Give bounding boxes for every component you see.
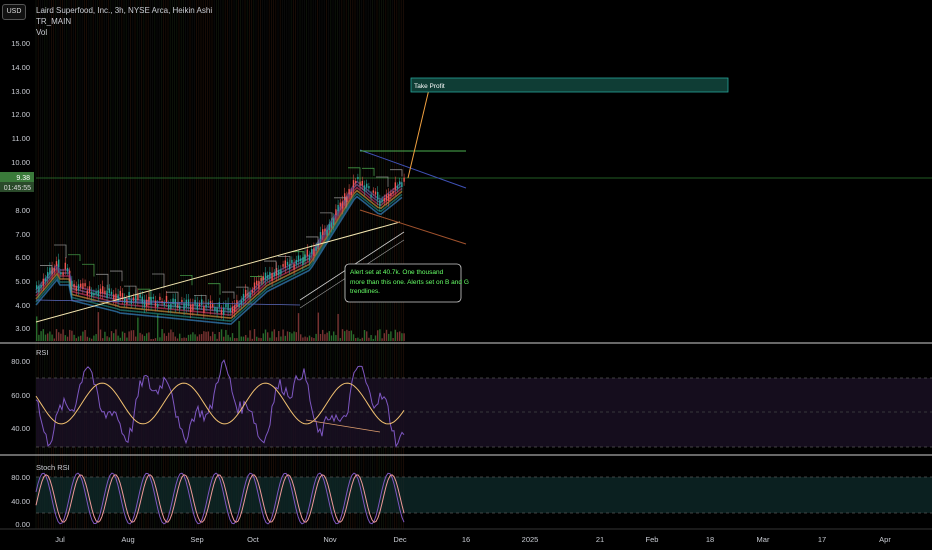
time-tick: 18: [706, 535, 714, 544]
countdown-badge: [0, 182, 34, 192]
price-tick: 11.00: [12, 134, 30, 143]
long-ma-line: [35, 221, 401, 323]
rsi-band: [36, 378, 932, 447]
time-tick: Nov: [323, 535, 337, 544]
price-tick: 5.00: [15, 277, 30, 286]
time-tick: Aug: [121, 535, 134, 544]
stoch-band: [36, 477, 932, 513]
time-tick: 17: [818, 535, 826, 544]
ma-ribbons: [35, 180, 403, 325]
stoch-pane-title: Stoch RSI: [36, 463, 70, 472]
stoch-d-line: [35, 474, 405, 523]
symbol-title[interactable]: Laird Superfood, Inc., 3h, NYSE Arca, He…: [36, 6, 213, 15]
price-tick: 13.00: [11, 87, 30, 96]
time-tick: Oct: [247, 535, 260, 544]
time-tick: 16: [462, 535, 470, 544]
price-tick: 7.00: [15, 230, 30, 239]
price-tick: 4.00: [15, 301, 30, 310]
price-axis[interactable]: 15.00 14.00 13.00 12.00 11.00 10.00 8.00 7.00 6.…: [11, 39, 30, 333]
price-tick: 3.00: [15, 324, 30, 333]
rsi-line: [35, 359, 405, 448]
countdown-value: 01:45:55: [4, 185, 31, 192]
price-tick: 14.00: [11, 63, 30, 72]
currency-button[interactable]: USD: [2, 4, 26, 20]
stoch-tick-0: 0.00: [15, 520, 30, 529]
price-tick: 6.00: [15, 253, 30, 262]
stoch-tick-80: 80.00: [11, 473, 30, 482]
time-tick: Dec: [393, 535, 407, 544]
rsi-divergence-line[interactable]: [305, 419, 381, 433]
rsi-pane-title: RSI: [36, 348, 49, 357]
rsi-tick-80: 80.00: [11, 357, 30, 366]
volume-bars: [36, 312, 405, 341]
rsi-tick-60: 60.00: [11, 391, 30, 400]
price-tick: 8.00: [15, 206, 30, 215]
time-tick: Sep: [190, 535, 203, 544]
stoch-tick-40: 40.00: [11, 497, 30, 506]
time-tick: 2025: [522, 535, 539, 544]
indicator-tr-main[interactable]: TR_MAIN: [36, 17, 72, 26]
time-tick: Apr: [879, 535, 891, 544]
support-resistance-steps: [40, 167, 403, 309]
last-price-value: 9.38: [16, 175, 30, 182]
blue-trendline[interactable]: [359, 149, 467, 189]
rsi-signal-line: [35, 382, 405, 425]
indicator-vol[interactable]: Vol: [36, 28, 48, 37]
support-trendline[interactable]: [35, 299, 301, 306]
alert-note-box[interactable]: [344, 263, 462, 303]
time-tick: Jul: [55, 535, 65, 544]
time-tick: Feb: [646, 535, 659, 544]
take-profit-label: Take Profit: [414, 83, 445, 90]
heikin-ashi-candles[interactable]: [36, 173, 405, 321]
brown-trendline[interactable]: [359, 209, 467, 245]
take-profit-connector: [407, 84, 431, 179]
alert-note-text: Alert set at 40.7k. One thousand more th…: [350, 269, 471, 295]
rsi-tick-40: 40.00: [11, 424, 30, 433]
time-axis[interactable]: Jul Aug Sep Oct Nov Dec 16 2025 21 Feb 18 Mar 17 Apr: [55, 535, 891, 544]
time-tick: 21: [596, 535, 604, 544]
last-price-badge: [0, 172, 34, 182]
price-tick: 10.00: [11, 158, 30, 167]
price-tick: 12.00: [11, 110, 30, 119]
take-profit-box[interactable]: [410, 77, 729, 93]
price-tick: 15.00: [11, 39, 30, 48]
time-tick: Mar: [757, 535, 770, 544]
